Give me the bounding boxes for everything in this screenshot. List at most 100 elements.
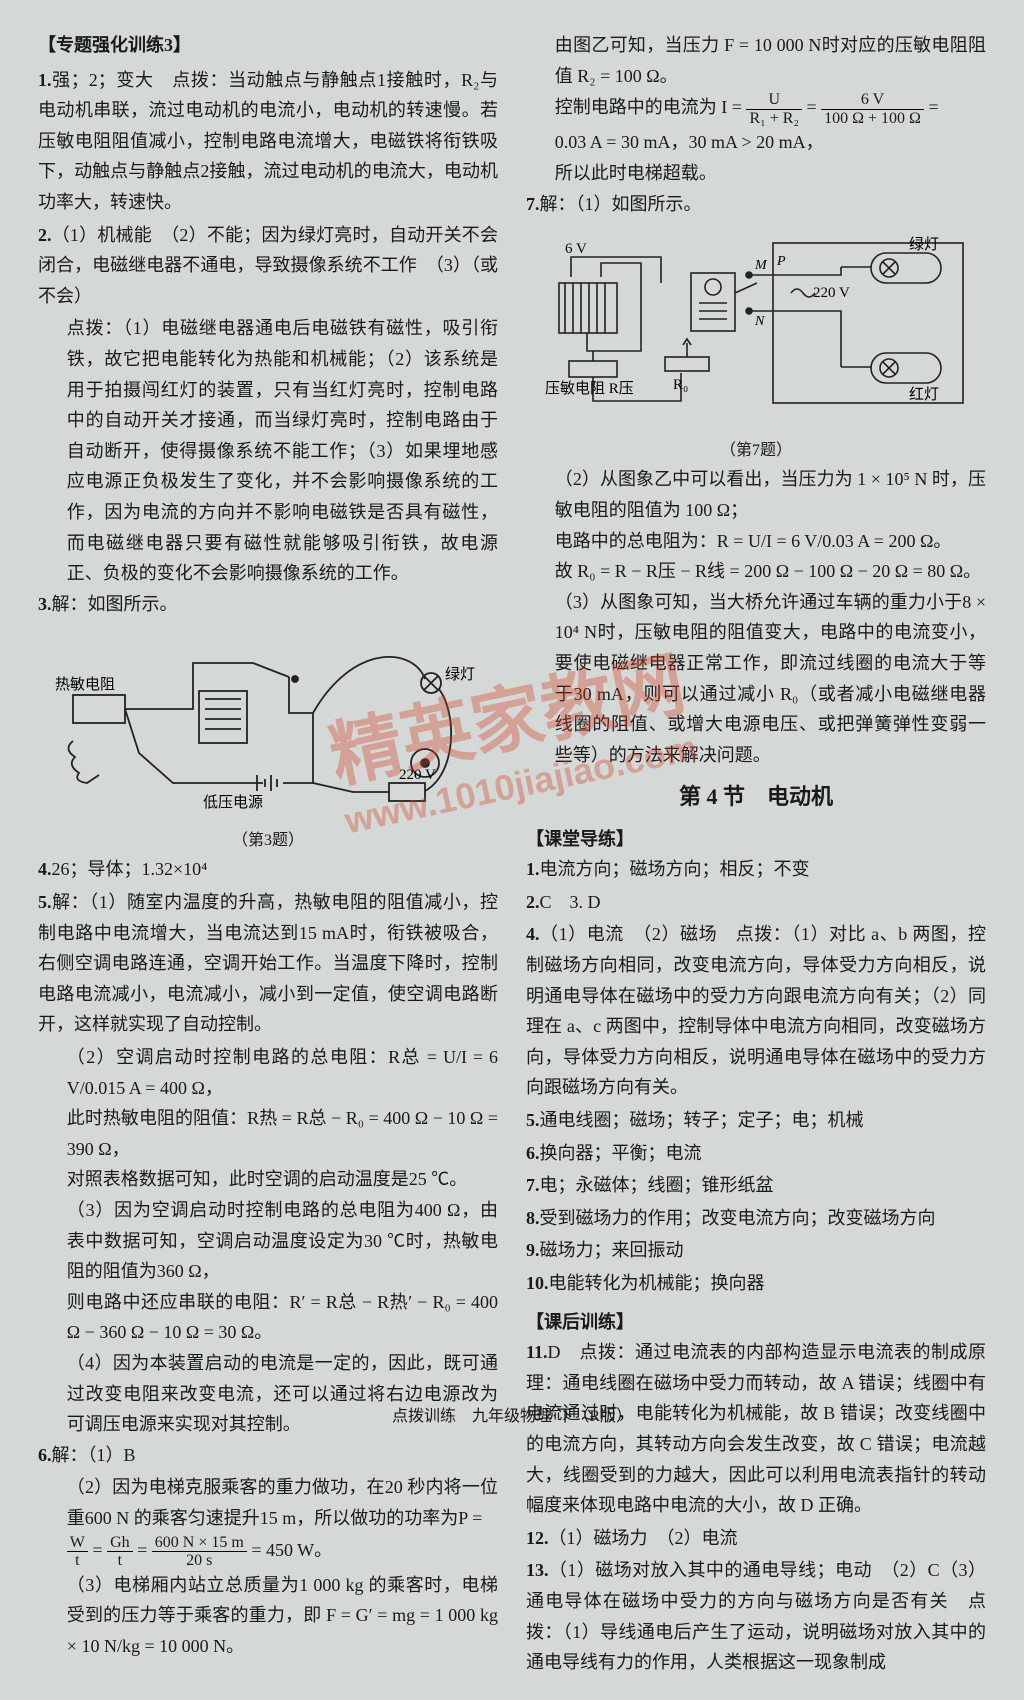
fi-d: R₁ + R₂	[746, 110, 802, 128]
r-pre1: 由图乙可知，当压力 F = 10 000 N时对应的压敏电阻阻值 R₂ = 10…	[526, 30, 986, 91]
q6-frac: Wt = Ght = 600 N × 15 m20 s = 450 W。	[38, 1534, 498, 1570]
kt4: 4.（1）电流 （2）磁场 点拨：（1）对比 a、b 两图，控制磁场方向相同，改…	[526, 919, 986, 1103]
q5-num: 5.	[38, 892, 52, 912]
kt2: 2.C 3. D	[526, 887, 986, 918]
q2-num: 2.	[38, 225, 52, 245]
frac-d3: 20 s	[152, 1552, 247, 1570]
fig7-label-m: M	[754, 258, 768, 273]
q3-text: 解：如图所示。	[52, 594, 178, 614]
page-footer: 点拨训练 九年级物理·下（R版）	[0, 1403, 1024, 1430]
q7: 7.解：（1）如图所示。	[526, 189, 986, 220]
q5-text: 解：（1）随室内温度的升高，热敏电阻的阻值减小，控制电路中电流增大，当电流达到1…	[38, 892, 498, 1034]
fig3-label-ld: 低压电源	[203, 794, 263, 811]
kt5: 5.通电线圈；磁场；转子；定子；电；机械	[526, 1105, 986, 1136]
kt2-text: C 3. D	[540, 892, 601, 912]
frac-n3: 600 N × 15 m	[152, 1534, 247, 1553]
kt7: 7.电；永磁体；线圈；锥形纸盆	[526, 1170, 986, 1201]
kt9-text: 磁场力；来回振动	[540, 1240, 684, 1260]
frac-d1: t	[67, 1552, 88, 1570]
kehou-header: 【课后训练】	[526, 1307, 986, 1338]
q4-num: 4.	[38, 859, 52, 879]
kt1: 1.电流方向；磁场方向；相反；不变	[526, 854, 986, 885]
kt9-num: 9.	[526, 1240, 540, 1260]
figure-3: 热敏电阻 低压电源 绿灯 220 V	[53, 633, 483, 813]
figure-7: 6 V 压敏电阻 R压 R₀ M N P 220 V 绿灯 红灯	[541, 233, 971, 423]
kt2-num: 2.	[526, 892, 540, 912]
left-column: 【专题强化训练3】 1.强；2；变大 点拨：当动触点与静触点1接触时，R₂与电动…	[38, 30, 498, 1680]
q6-sub1: （2）因为电梯克服乘客的重力做功，在20 秒内将一位重600 N 的乘客匀速提升…	[38, 1472, 498, 1533]
fig3-label-220v: 220 V	[399, 767, 436, 783]
kt8-text: 受到磁场力的作用；改变电流方向；改变磁场方向	[540, 1208, 936, 1228]
kt8-num: 8.	[526, 1208, 540, 1228]
q5-sub1: （2）空调启动时控制电路的总电阻：R总 = U/I = 6 V/0.015 A …	[38, 1042, 498, 1103]
section-4-title: 第 4 节 电动机	[526, 778, 986, 815]
kt7-text: 电；永磁体；线圈；锥形纸盆	[540, 1175, 774, 1195]
fig7-label-red: 红灯	[909, 386, 939, 403]
frac-res: = 450 W。	[251, 1540, 332, 1560]
kh12: 12.（1）磁场力 （2）电流	[526, 1523, 986, 1554]
fi-n: U	[746, 91, 802, 110]
kh12-num: 12.	[526, 1528, 549, 1548]
fi-d2: 100 Ω + 100 Ω	[821, 110, 924, 128]
kh13-num: 13.	[526, 1560, 549, 1580]
q2-dianbo: 点拨：（1）电磁继电器通电后电磁铁有磁性，吸引衔铁，故它把电能转化为热能和机械能…	[38, 313, 498, 588]
kt6-num: 6.	[526, 1143, 540, 1163]
fig7-label-p: P	[776, 254, 786, 269]
kt7-num: 7.	[526, 1175, 540, 1195]
fig3-label-rm: 热敏电阻	[55, 676, 115, 693]
fig7-label-press: 压敏电阻 R压	[545, 380, 634, 397]
kh12-text: （1）磁场力 （2）电流	[549, 1528, 738, 1548]
fig7-label-r0: R₀	[673, 377, 688, 393]
frac-eq1: =	[92, 1540, 107, 1560]
kt4-num: 4.	[526, 924, 540, 944]
q5-sub5: 则电路中还应串联的电阻：R′ = R总 − R热′ − R₀ = 400 Ω −…	[38, 1287, 498, 1348]
kt6-text: 换向器；平衡；电流	[540, 1143, 702, 1163]
r-pre2-text: 控制电路中的电流为 I =	[555, 97, 747, 117]
q3-num: 3.	[38, 594, 52, 614]
kh13: 13.（1）磁场对放入其中的通电导线；电动 （2）C（3）通电导体在磁场中受力的…	[526, 1555, 986, 1677]
ketang-header: 【课堂导练】	[526, 824, 986, 855]
kh13-text: （1）磁场对放入其中的通电导线；电动 （2）C（3）通电导体在磁场中受力的方向与…	[526, 1560, 986, 1672]
fig7-label-n: N	[754, 314, 765, 329]
q7c1: （2）从图象乙中可以看出，当压力为 1 × 10⁵ N 时，压敏电阻的阻值为 1…	[526, 464, 986, 525]
fi-n2: 6 V	[821, 91, 924, 110]
q4-text: 26；导体；1.32×10⁴	[52, 859, 208, 879]
kt6: 6.换向器；平衡；电流	[526, 1138, 986, 1169]
kh11-num: 11.	[526, 1342, 548, 1362]
kt5-text: 通电线圈；磁场；转子；定子；电；机械	[540, 1110, 864, 1130]
fi-res: =	[928, 97, 938, 117]
q6: 6.解：（1）B	[38, 1440, 498, 1471]
kt10-num: 10.	[526, 1273, 549, 1293]
q1-num: 1.	[38, 70, 52, 90]
kt1-num: 1.	[526, 859, 540, 879]
fig7-label-220v: 220 V	[813, 285, 850, 301]
q2-text: （1）机械能 （2）不能；因为绿灯亮时，自动开关不会闭合，电磁继电器不通电，导致…	[38, 225, 498, 306]
q7c2: 电路中的总电阻为：R = U/I = 6 V/0.03 A = 200 Ω。	[526, 526, 986, 557]
fig7-label-green: 绿灯	[909, 236, 939, 253]
r-pre3: 0.03 A = 30 mA，30 mA > 20 mA，	[526, 127, 986, 158]
kt9: 9.磁场力；来回振动	[526, 1235, 986, 1266]
fig3-label-green: 绿灯	[445, 666, 475, 683]
kt10: 10.电能转化为机械能；换向器	[526, 1268, 986, 1299]
page-columns: 【专题强化训练3】 1.强；2；变大 点拨：当动触点与静触点1接触时，R₂与电动…	[0, 0, 1024, 1700]
q7c4: （3）从图象可知，当大桥允许通过车辆的重力小于8 × 10⁴ N时，压敏电阻的阻…	[526, 587, 986, 771]
kt4-text: （1）电流 （2）磁场 点拨：（1）对比 a、b 两图，控制磁场方向相同，改变电…	[526, 924, 986, 1097]
fig7-caption: （第7题）	[526, 437, 986, 464]
frac-n1: W	[67, 1534, 88, 1553]
fi-eq: =	[806, 97, 821, 117]
q5-sub4: （3）因为空调启动时控制电路的总电阻为400 Ω，由表中数据可知，空调启动温度设…	[38, 1195, 498, 1287]
kt8: 8.受到磁场力的作用；改变电流方向；改变磁场方向	[526, 1203, 986, 1234]
frac-d2: t	[107, 1552, 133, 1570]
kt1-text: 电流方向；磁场方向；相反；不变	[540, 859, 810, 879]
kt10-text: 电能转化为机械能；换向器	[549, 1273, 765, 1293]
q5-sub2: 此时热敏电阻的阻值：R热 = R总 − R₀ = 400 Ω − 10 Ω = …	[38, 1103, 498, 1164]
kt5-num: 5.	[526, 1110, 540, 1130]
q1-text: 强；2；变大 点拨：当动触点与静触点1接触时，R₂与电动机串联，流过电动机的电流…	[38, 70, 498, 212]
fig7-label-6v: 6 V	[565, 241, 587, 257]
frac-n2: Gh	[107, 1534, 133, 1553]
q2: 2.（1）机械能 （2）不能；因为绿灯亮时，自动开关不会闭合，电磁继电器不通电，…	[38, 220, 498, 312]
q5-sub3: 对照表格数据可知，此时空调的启动温度是25 ℃。	[38, 1164, 498, 1195]
q7c3: 故 R₀ = R − R压 − R线 = 200 Ω − 100 Ω − 20 …	[526, 556, 986, 587]
r-pre4: 所以此时电梯超载。	[526, 158, 986, 189]
q5: 5.解：（1）随室内温度的升高，热敏电阻的阻值减小，控制电路中电流增大，当电流达…	[38, 887, 498, 1040]
